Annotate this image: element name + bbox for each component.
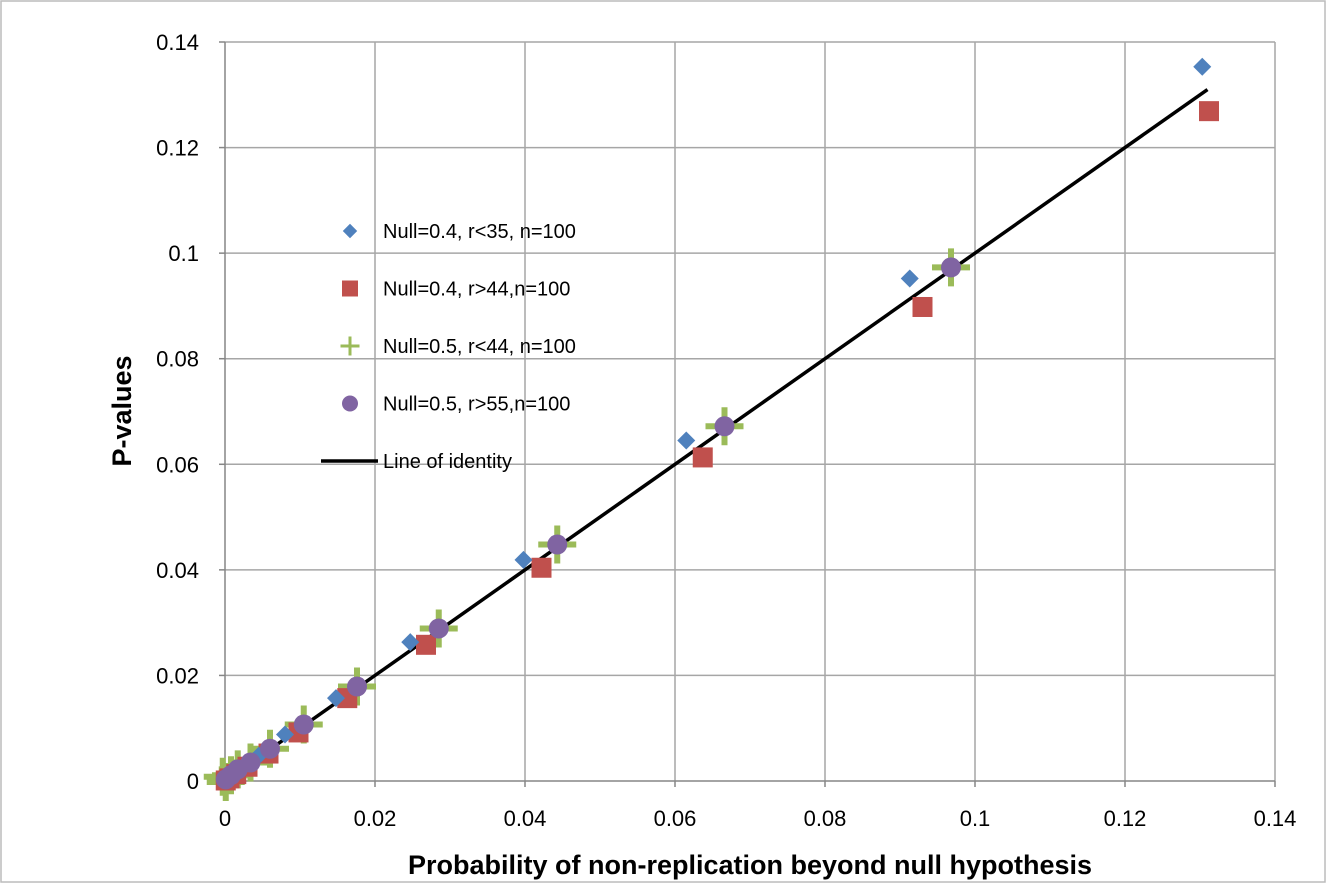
y-tick-label: 0.1	[168, 241, 199, 266]
legend-label: Null=0.5, r>55,n=100	[383, 394, 570, 416]
square-point	[912, 296, 933, 317]
legend-entry: Line of identity	[321, 451, 512, 473]
legend-square-swatch	[342, 280, 358, 297]
x-tick-label: 0.04	[504, 806, 547, 831]
legend-diamond-swatch	[342, 223, 358, 239]
y-tick-label: 0.14	[156, 30, 199, 55]
tick-labels: 00 0.02 0.02 0.04 0.04 0.06 0.06 0.08 0.08 0.1 0.1…	[156, 30, 1296, 831]
y-tick-label: 0.04	[156, 558, 199, 583]
legend: Null=0.4, r<35, n=100 Null=0.4, r>44,n=10…	[321, 221, 576, 473]
y-tick-label: 0.02	[156, 663, 199, 688]
identity-line	[223, 88, 1209, 783]
diamond-point	[900, 269, 919, 288]
legend-label: Line of identity	[383, 451, 512, 473]
diamond-point	[1193, 57, 1212, 76]
circle-point	[428, 618, 449, 639]
circle-point	[941, 257, 961, 278]
diamond-point	[276, 725, 294, 744]
legend-label: Null=0.4, r>44,n=100	[383, 279, 570, 301]
square-point	[1199, 101, 1219, 122]
y-axis-title: P-values	[107, 355, 137, 466]
x-tick-label: 0.06	[654, 806, 697, 831]
circle-point	[547, 534, 568, 555]
legend-label: Null=0.5, r<44, n=100	[383, 336, 576, 358]
square-point	[692, 447, 713, 468]
legend-entry: Null=0.4, r>44,n=100	[342, 279, 570, 301]
diamond-point	[327, 689, 345, 708]
data-points	[203, 57, 1219, 802]
axes	[219, 41, 1276, 787]
identity-line-layer	[223, 88, 1209, 783]
circle-point	[260, 738, 280, 759]
square-point	[416, 634, 436, 655]
gridlines	[225, 41, 1276, 781]
x-tick-label: 0	[219, 806, 231, 831]
diamond-point	[514, 550, 533, 569]
square-point	[531, 557, 552, 578]
circle-point	[347, 676, 367, 697]
x-axis-title: Probability of non-replication beyond nu…	[408, 850, 1092, 880]
legend-entry: Null=0.4, r<35, n=100	[342, 221, 576, 243]
circle-point	[240, 752, 261, 773]
x-tick-label: 0.1	[960, 806, 991, 831]
legend-plus-swatch	[340, 336, 360, 356]
y-tick-label: 0	[187, 769, 199, 794]
circle-point	[714, 416, 735, 437]
x-tick-label: 0.08	[804, 806, 847, 831]
x-tick-label: 0.02	[354, 806, 397, 831]
legend-label: Null=0.4, r<35, n=100	[383, 221, 576, 243]
circle-point	[293, 714, 314, 735]
y-tick-label: 0.12	[156, 136, 199, 161]
legend-entry: Null=0.5, r<44, n=100	[340, 336, 576, 358]
diamond-point	[677, 431, 696, 450]
legend-circle-swatch	[342, 395, 358, 412]
legend-entry: Null=0.5, r>55,n=100	[342, 394, 570, 416]
y-tick-label: 0.08	[156, 347, 199, 372]
x-tick-label: 0.12	[1104, 806, 1147, 831]
y-tick-label: 0.06	[156, 452, 199, 477]
x-tick-label: 0.14	[1254, 806, 1297, 831]
diamond-point	[401, 633, 420, 652]
